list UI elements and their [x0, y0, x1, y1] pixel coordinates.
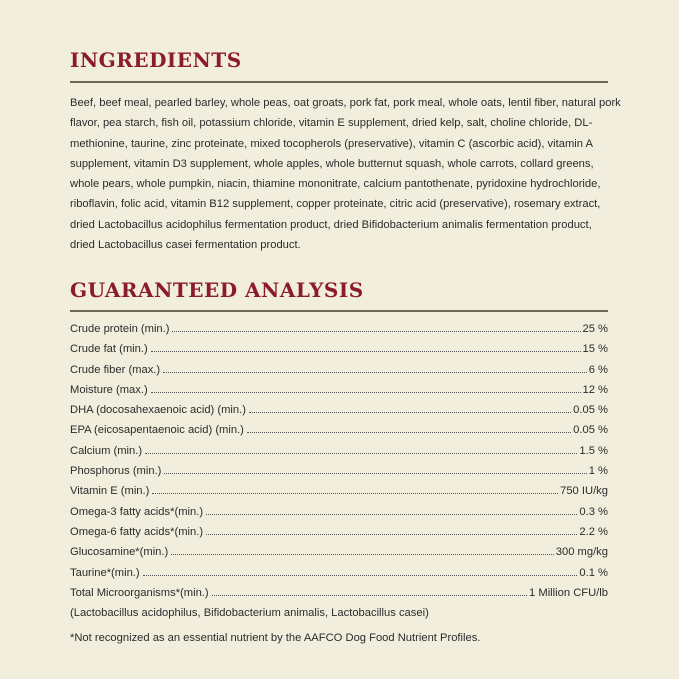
ingredients-line: Beef, beef meal, pearled barley, whole p… [70, 97, 621, 109]
analysis-heading: GUARANTEED ANALYSIS [70, 278, 364, 302]
nutrient-value: 0.3 % [579, 505, 608, 518]
analysis-row: Phosphorus (min.) 1 % [70, 461, 608, 481]
analysis-row: Calcium (min.) 1.5 % [70, 441, 608, 461]
nutrient-value: 1 % [588, 465, 608, 478]
aafco-footnote: *Not recognized as an essential nutrient… [70, 632, 481, 645]
ingredients-line: methionine, taurine, zinc proteinate, mi… [70, 137, 593, 150]
nutrient-value: 1.5 % [579, 444, 608, 457]
analysis-table: Crude protein (min.) 25 % Crude fat (min.)… [70, 319, 608, 649]
nutrient-value: 6 % [588, 363, 608, 376]
nutrient-label: Crude fiber (max.) [70, 363, 161, 376]
nutrient-label: Omega-3 fatty acids*(min.) [70, 505, 204, 518]
analysis-row: Omega-3 fatty acids*(min.) 0.3 % [70, 502, 608, 522]
nutrient-label: Total Microorganisms*(min.) [70, 586, 209, 599]
analysis-row: Crude fiber (max.) 6 % [70, 360, 608, 380]
dot-leader [211, 594, 528, 596]
dot-leader [150, 391, 581, 393]
nutrient-label: Crude protein (min.) [70, 323, 170, 335]
nutrient-label: Calcium (min.) [70, 444, 143, 457]
nutrient-label: Crude fat (min.) [70, 343, 148, 356]
dot-leader [171, 554, 554, 556]
nutrient-label: EPA (eicosapentaenoic acid) (min.) [70, 424, 244, 437]
analysis-row: Vitamin E (min.) 750 IU/kg [70, 481, 608, 501]
dot-leader [164, 473, 587, 475]
ingredients-line: dried Lactobacillus acidophilus fermenta… [70, 218, 592, 231]
ingredients-line: dried Lactobacillus casei fermentation p… [70, 239, 301, 252]
analysis-row: DHA (docosahexaenoic acid) (min.) 0.05 % [70, 400, 608, 420]
dot-leader [206, 533, 578, 535]
dot-leader [248, 412, 572, 414]
nutrient-value: 0.1 % [579, 566, 608, 579]
nutrient-value: 300 mg/kg [555, 546, 608, 559]
analysis-row: Total Microorganisms*(min.) 1 Million CFU… [70, 583, 608, 603]
nutrient-label: Taurine*(min.) [70, 566, 140, 579]
nutrient-value: 2.2 % [579, 525, 608, 538]
microorganisms-note: (Lactobacillus acidophilus, Bifidobacter… [70, 607, 429, 620]
ingredients-heading: INGREDIENTS [70, 48, 242, 72]
ingredients-line: flavor, pea starch, fish oil, potassium … [70, 117, 593, 130]
dot-leader [172, 331, 581, 332]
nutrient-label: Vitamin E (min.) [70, 485, 150, 498]
nutrient-value: 1 Million CFU/lb [529, 586, 608, 599]
nutrient-value: 15 % [582, 343, 609, 356]
dot-leader [150, 351, 581, 353]
ingredients-line: riboflavin, folic acid, vitamin B12 supp… [70, 198, 601, 211]
analysis-row: Crude fat (min.) 15 % [70, 339, 608, 359]
analysis-divider [70, 310, 608, 312]
ingredients-divider [70, 81, 608, 83]
analysis-row: EPA (eicosapentaenoic acid) (min.) 0.05 % [70, 420, 608, 440]
nutrient-label: Omega-6 fatty acids*(min.) [70, 525, 204, 538]
nutrient-value: 0.05 % [573, 424, 608, 437]
dot-leader [246, 432, 572, 434]
analysis-row: Crude protein (min.) 25 % [70, 319, 608, 339]
nutrient-value: 750 IU/kg [560, 485, 608, 498]
dot-leader [163, 371, 587, 373]
dot-leader [152, 493, 559, 495]
nutrient-value: 25 % [582, 323, 609, 335]
analysis-row: Moisture (max.) 12 % [70, 380, 608, 400]
analysis-row: Omega-6 fatty acids*(min.) 2.2 % [70, 522, 608, 542]
nutrient-label: DHA (docosahexaenoic acid) (min.) [70, 404, 246, 417]
ingredients-list: Beef, beef meal, pearled barley, whole p… [70, 93, 621, 255]
nutrient-value: 0.05 % [573, 404, 608, 417]
dot-leader [206, 513, 578, 515]
ingredients-line: whole pears, whole pumpkin, niacin, thia… [70, 178, 601, 191]
analysis-row: Glucosamine*(min.) 300 mg/kg [70, 542, 608, 562]
nutrient-label: Glucosamine*(min.) [70, 546, 169, 559]
ingredients-line: supplement, vitamin D3 supplement, whole… [70, 157, 594, 170]
nutrient-label: Moisture (max.) [70, 383, 148, 396]
dot-leader [142, 574, 578, 576]
analysis-row: Taurine*(min.) 0.1 % [70, 563, 608, 583]
dot-leader [145, 452, 578, 454]
nutrient-value: 12 % [582, 383, 609, 396]
nutrient-label: Phosphorus (min.) [70, 465, 162, 478]
